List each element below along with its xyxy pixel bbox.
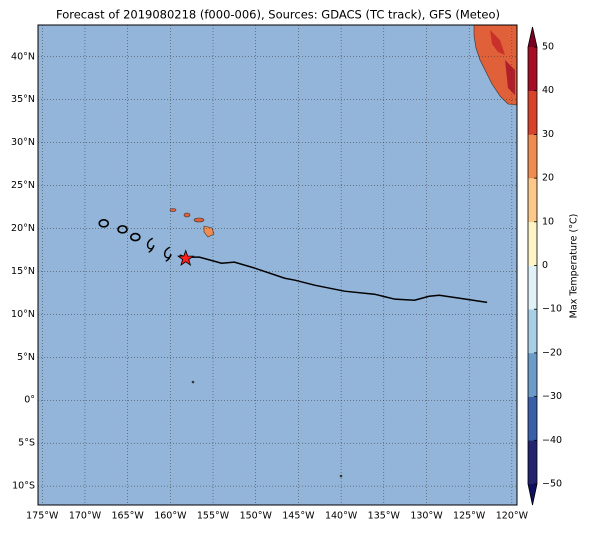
colorbar-tick-label: −40 xyxy=(542,435,562,446)
colorbar-band xyxy=(528,265,537,310)
island xyxy=(193,217,205,223)
y-tick-label: 20°N xyxy=(11,223,35,234)
colorbar-tick-label: 0 xyxy=(542,260,548,271)
x-tick-label: 155°W xyxy=(197,511,230,522)
storm-symbol xyxy=(163,246,172,262)
colorbar-extend xyxy=(528,27,537,47)
track-line xyxy=(179,254,488,304)
x-tick-label: 140°W xyxy=(325,511,358,522)
x-tick-label: 145°W xyxy=(282,511,315,522)
colorbar-tick-label: 20 xyxy=(542,173,554,184)
island xyxy=(191,380,195,384)
colorbar-label: Max Temperature (°C) xyxy=(569,214,580,319)
colorbar-band xyxy=(528,309,537,354)
x-tick-label: 135°W xyxy=(368,511,401,522)
storm-symbol xyxy=(130,232,141,242)
y-tick-label: 25°N xyxy=(11,180,35,191)
colorbar: −50 −40 −30 −20 −10 0 10 20 30 40 50 xyxy=(527,26,562,506)
land-hot xyxy=(505,60,515,95)
colorbar-band xyxy=(528,440,537,485)
island xyxy=(169,208,177,212)
x-tick-label: 170°W xyxy=(69,511,102,522)
colorbar-tick-label: −30 xyxy=(542,391,562,402)
colorbar-tick-label: 10 xyxy=(542,216,554,227)
colorbar-band xyxy=(528,352,537,397)
x-tick-label: 165°W xyxy=(112,511,145,522)
x-tick-label: 120°W xyxy=(496,511,529,522)
colorbar-tick-label: −50 xyxy=(542,479,562,490)
y-tick-label: 10°S xyxy=(12,481,35,492)
colorbar-tick-label: 30 xyxy=(542,129,554,140)
colorbar-band xyxy=(528,134,537,179)
y-tick-label: 10°N xyxy=(11,309,35,320)
marks xyxy=(98,219,488,304)
y-tick-label: 15°N xyxy=(11,266,35,277)
y-tick-label: 5°S xyxy=(18,438,35,449)
colorbar-band xyxy=(528,47,537,91)
x-tick-label: 130°W xyxy=(410,511,443,522)
x-tick-label: 125°W xyxy=(453,511,486,522)
grid xyxy=(38,25,517,505)
x-tick-label: 150°W xyxy=(240,511,273,522)
y-tick-label: 35°N xyxy=(11,94,35,105)
colorbar-band xyxy=(528,396,537,441)
colorbar-tick-label: −10 xyxy=(542,304,562,315)
colorbar-tick-label: 50 xyxy=(542,42,554,53)
map-frame xyxy=(37,24,518,506)
y-tick-label: 0° xyxy=(24,395,35,406)
colorbar-band xyxy=(528,221,537,266)
storm-symbol xyxy=(117,225,128,234)
y-tick-label: 5°N xyxy=(17,352,35,363)
x-tick-label: 160°W xyxy=(154,511,187,522)
colorbar-band xyxy=(528,178,537,223)
storm-symbol xyxy=(146,237,155,253)
land xyxy=(169,24,518,478)
ocean xyxy=(38,25,517,505)
land-warm xyxy=(490,30,505,55)
island xyxy=(183,212,191,218)
colorbar-band xyxy=(528,90,537,135)
colorbar-extend xyxy=(528,484,537,505)
chart-title: Forecast of 2019080218 (f000-006), Sourc… xyxy=(56,8,500,22)
storm-symbol xyxy=(98,219,110,228)
x-tick-label: 175°W xyxy=(26,511,59,522)
current-position xyxy=(176,249,195,267)
colorbar-tick-label: −20 xyxy=(542,347,562,358)
y-tick-label: 40°N xyxy=(11,51,35,62)
colorbar-tick-label: 40 xyxy=(542,85,554,96)
y-tick-label: 30°N xyxy=(11,137,35,148)
